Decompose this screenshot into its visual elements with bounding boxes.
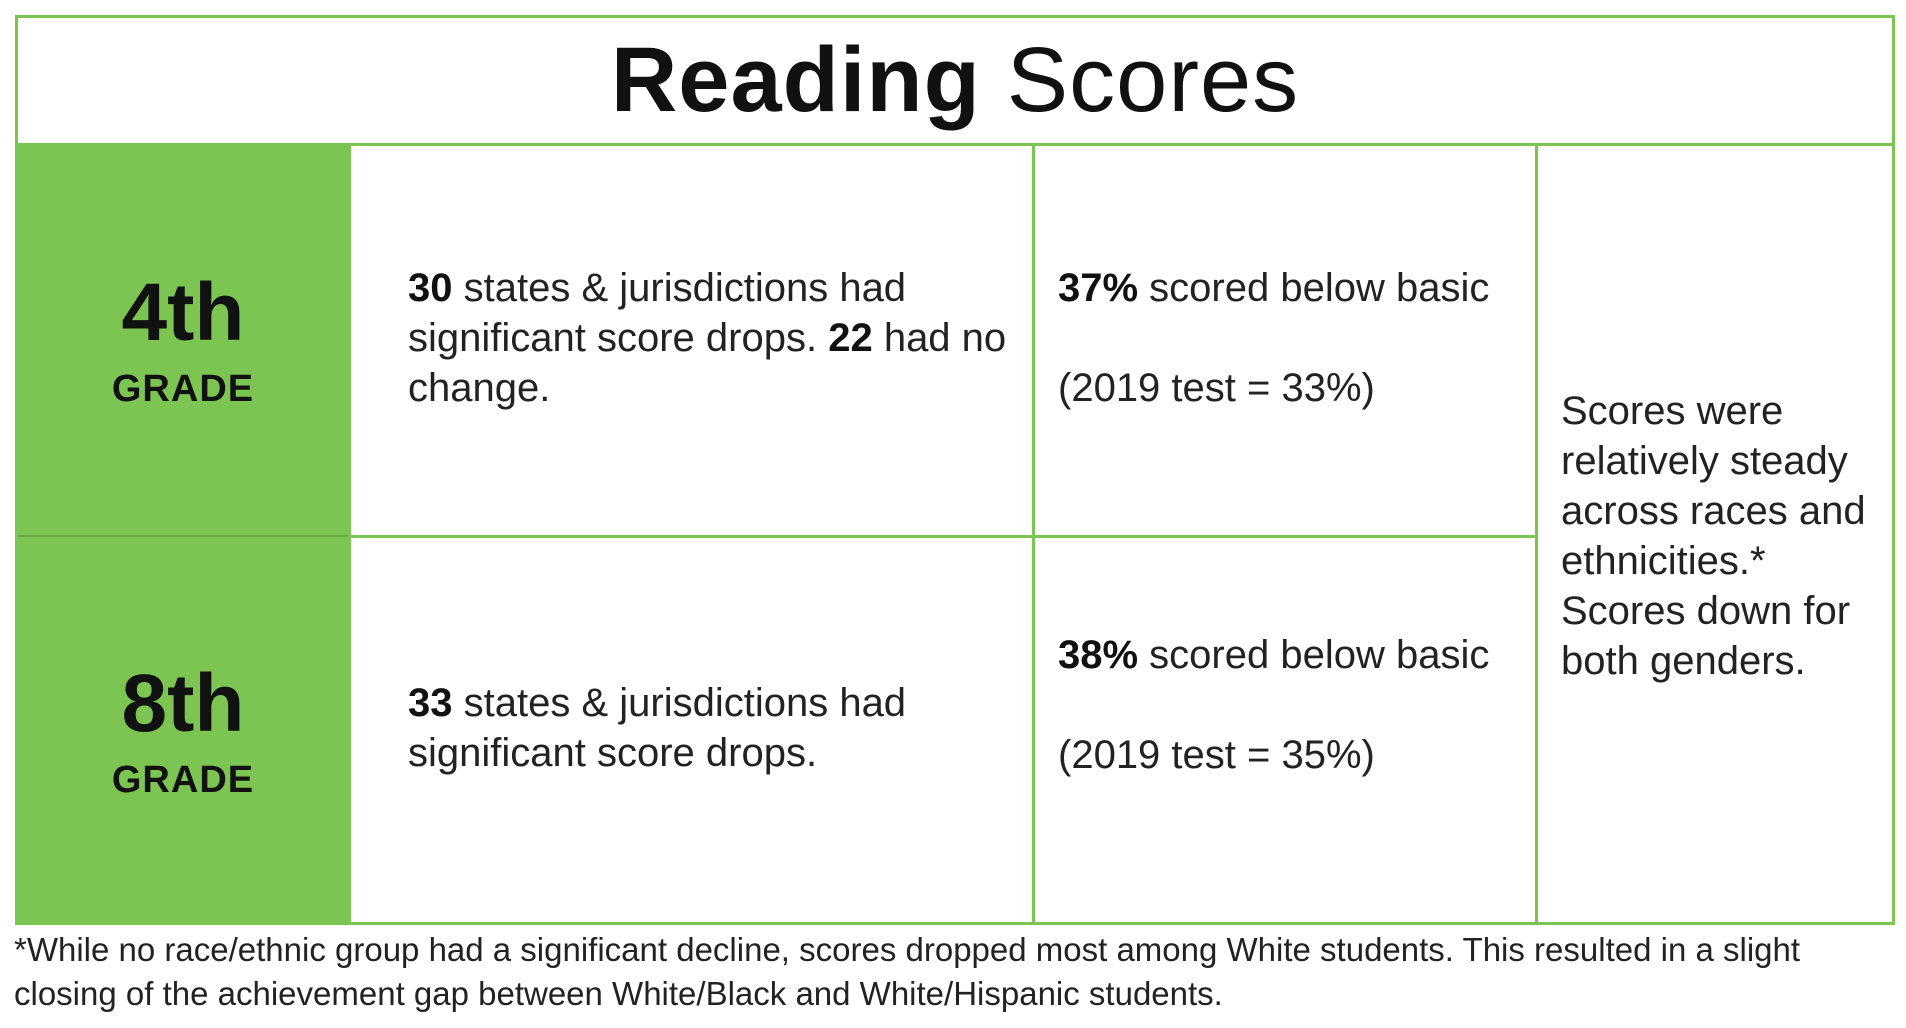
states-cell-4th: 30 states & jurisdictions had significan… [408, 263, 1008, 413]
grade-divider [18, 535, 348, 537]
states-cell-8th: 33 states & jurisdictions had significan… [408, 678, 1008, 778]
reading-scores-table: Reading Scores 4th GRADE 8th GRADE 30 st… [15, 15, 1895, 925]
below-basic-percent: 37% [1058, 266, 1139, 310]
grade-label: GRADE [111, 758, 255, 801]
grade-number: 8th [121, 657, 245, 749]
prior-year-value: (2019 test = 35%) [1058, 733, 1375, 777]
below-basic-text: scored below basic [1138, 266, 1490, 310]
grade-4th: 4th GRADE [18, 146, 348, 536]
below-basic-text: scored below basic [1138, 633, 1490, 677]
footnote: *While no race/ethnic group had a signif… [14, 931, 1801, 1012]
states-text: states & jurisdictions had significant s… [408, 681, 907, 775]
below-basic-cell-8th: 38% scored below basic (2019 test = 35%) [1058, 630, 1528, 780]
states-count: 30 [408, 266, 453, 310]
grade-8th: 8th GRADE [18, 537, 348, 927]
summary-cell: Scores were relatively steady across rac… [1561, 389, 1866, 683]
no-change-text: had no change. [408, 316, 1007, 410]
column-divider [348, 146, 351, 922]
below-basic-line: 37% scored below basic [1058, 263, 1528, 313]
title-light: Scores [1006, 29, 1300, 131]
grade-number: 4th [121, 266, 245, 358]
grade-label: GRADE [111, 367, 255, 410]
row-divider [348, 535, 1538, 538]
column-divider [1032, 146, 1035, 922]
column-divider [1535, 146, 1538, 922]
title-bold: Reading [610, 29, 981, 131]
prior-year-value: (2019 test = 33%) [1058, 366, 1375, 410]
below-basic-percent: 38% [1058, 633, 1139, 677]
grade-column: 4th GRADE 8th GRADE [18, 146, 348, 922]
no-change-count: 22 [828, 316, 873, 360]
page-title: Reading Scores [18, 18, 1892, 146]
states-count: 33 [408, 681, 453, 725]
states-text: states & jurisdictions had significant s… [408, 266, 907, 360]
below-basic-cell-4th: 37% scored below basic (2019 test = 33%) [1058, 263, 1528, 413]
below-basic-line: 38% scored below basic [1058, 630, 1528, 680]
